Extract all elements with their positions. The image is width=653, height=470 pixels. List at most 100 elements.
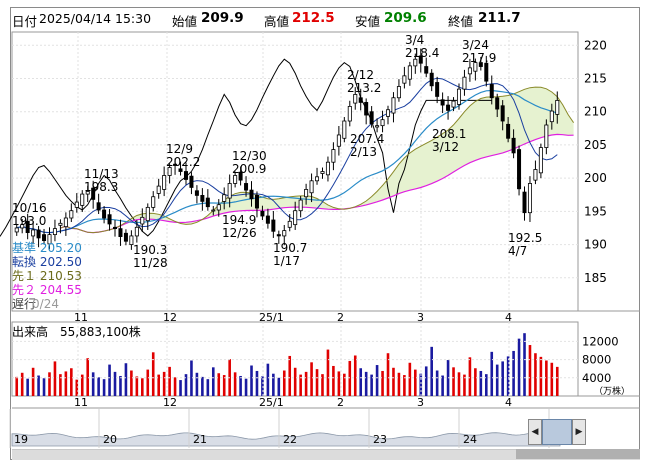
annotation-value: 4/7 [508,244,527,258]
volume-bar [108,364,111,396]
candle-body [478,62,483,67]
nav-range-thumb[interactable] [542,419,572,445]
annotation-value: 11/28 [133,256,168,270]
navigator-label: 22 [283,433,297,446]
navigator-area [11,431,561,447]
candle-body [227,183,232,199]
candle-body [506,123,511,139]
close-value: 211.7 [478,10,521,26]
volume-bar [37,375,40,396]
candle-body [80,193,85,206]
volume-bar [184,374,188,396]
volume-bar [539,356,543,396]
nav-left-button[interactable]: ◀ [528,419,542,445]
volume-bar [222,375,226,396]
open-label: 始値 [172,14,198,29]
candle-body [325,161,330,176]
candle-body [200,195,205,202]
volume-x-axis: 11 12 25/1 2 3 4 [74,322,512,409]
navigator-mini-chart[interactable]: 19202122232425 [9,409,567,448]
annotation-date: 207.4 [350,132,384,146]
volume-title: 出来高 55,883,100株 [12,325,141,339]
candle-body [489,84,494,99]
volume-bar [48,372,51,396]
candle-body [315,176,320,182]
volume-bar [392,367,395,396]
volume-bar [86,358,90,396]
volume-bar [255,370,259,396]
price-x-tick-label: 2 [337,311,344,324]
candle-body [309,180,314,194]
tenkan-legend: 転換 202.50 [12,255,82,269]
volume-bar [452,367,455,396]
nav-right-button[interactable]: ▶ [572,419,586,445]
volume-x-tick-label: 11 [74,396,88,409]
annotation-date: 3/4 [405,33,424,47]
volume-bar [468,357,472,396]
volume-bar [261,376,264,396]
volume-bar [282,370,286,396]
date-label: 日付 [12,14,38,29]
price-y-axis: 220 215 210 205 200 195 190 185 [584,38,607,284]
volume-x-tick-label: 25/1 [259,396,284,409]
candle-body [271,219,276,232]
price-tick-label: 195 [584,204,607,218]
annotation-value: 193.0 [12,214,46,228]
volume-tick-label: 4000 [582,371,611,385]
volume-bar [353,355,357,396]
candle-body [244,183,249,191]
candle-body [129,235,134,245]
candle-body [58,222,63,226]
candle-body [20,224,25,229]
candle-body [396,86,401,99]
candle-body [467,67,472,75]
annotation-value: 200.9 [232,162,266,176]
volume-bar [304,371,308,396]
volume-unit-label: （万株） [594,385,630,397]
volume-bar [75,379,79,396]
volume-bar [190,360,193,396]
annotation-date: 190.3 [133,243,167,257]
annotation-value: 217.9 [462,51,496,65]
price-tick-label: 210 [584,105,607,119]
candle-body [123,232,128,242]
candle-body [495,97,500,110]
senkou2-legend: 先２ 204.55 [12,283,82,297]
volume-bar [168,366,171,396]
candlesticks [14,48,560,250]
candle-body [358,97,363,103]
candle-body [194,190,199,196]
volume-bar [528,345,532,396]
price-x-tick-label: 25/1 [259,311,284,324]
candle-body [380,119,385,127]
candle-body [375,125,380,128]
low-value: 209.6 [384,10,427,26]
volume-bar [201,376,204,396]
volume-bar [288,355,292,396]
candle-body [113,226,118,230]
scrollbar-thumb[interactable] [516,449,640,459]
candle-body [407,65,412,80]
ichimoku-cloud [60,87,574,233]
volume-bar [343,373,346,396]
volume-bar [217,373,221,396]
candle-body [446,104,451,111]
annotation-date: 194.9 [222,213,256,227]
volume-bar [523,333,526,396]
volume-bar [70,368,73,396]
candle-body [293,210,298,226]
volume-bar [26,378,29,396]
volume-bar [119,375,122,396]
candle-body [549,110,554,123]
candle-body [91,187,96,200]
candle-body [74,201,79,208]
scrollbar-track[interactable] [12,449,640,460]
volume-bar [233,372,237,396]
candle-body [183,171,188,180]
candle-body [31,229,36,237]
candle-body [522,191,527,214]
price-tick-label: 215 [584,72,607,86]
close-label: 終値 [448,14,474,29]
volume-bar [555,366,559,396]
